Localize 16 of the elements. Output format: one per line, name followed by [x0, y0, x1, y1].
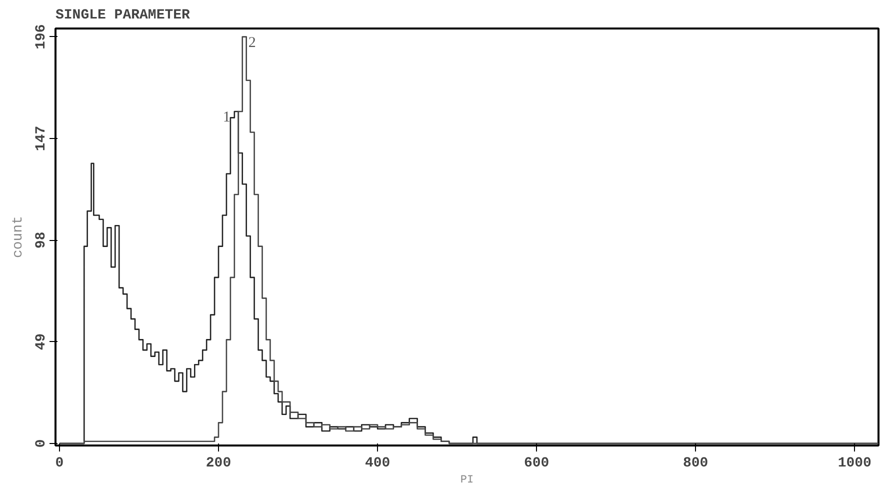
y-tick-label: 98 — [34, 232, 50, 249]
y-tick-label: 49 — [34, 333, 50, 350]
x-tick-label: 200 — [206, 456, 232, 472]
annotation: 1 — [222, 109, 230, 126]
x-tick-label: 1000 — [838, 456, 872, 472]
annotation: 2 — [248, 34, 256, 51]
y-tick-label: 196 — [34, 24, 50, 50]
x-axis-title: PI — [460, 474, 474, 486]
y-axis-title: count — [10, 216, 26, 258]
y-tick-label: 147 — [34, 126, 50, 152]
chart-title: SINGLE PARAMETER — [56, 8, 191, 24]
x-tick-label: 400 — [364, 456, 390, 472]
x-tick-label: 600 — [524, 456, 550, 472]
y-tick-label: 0 — [34, 439, 50, 448]
x-tick-label: 0 — [55, 456, 64, 472]
x-tick-label: 800 — [683, 456, 708, 472]
